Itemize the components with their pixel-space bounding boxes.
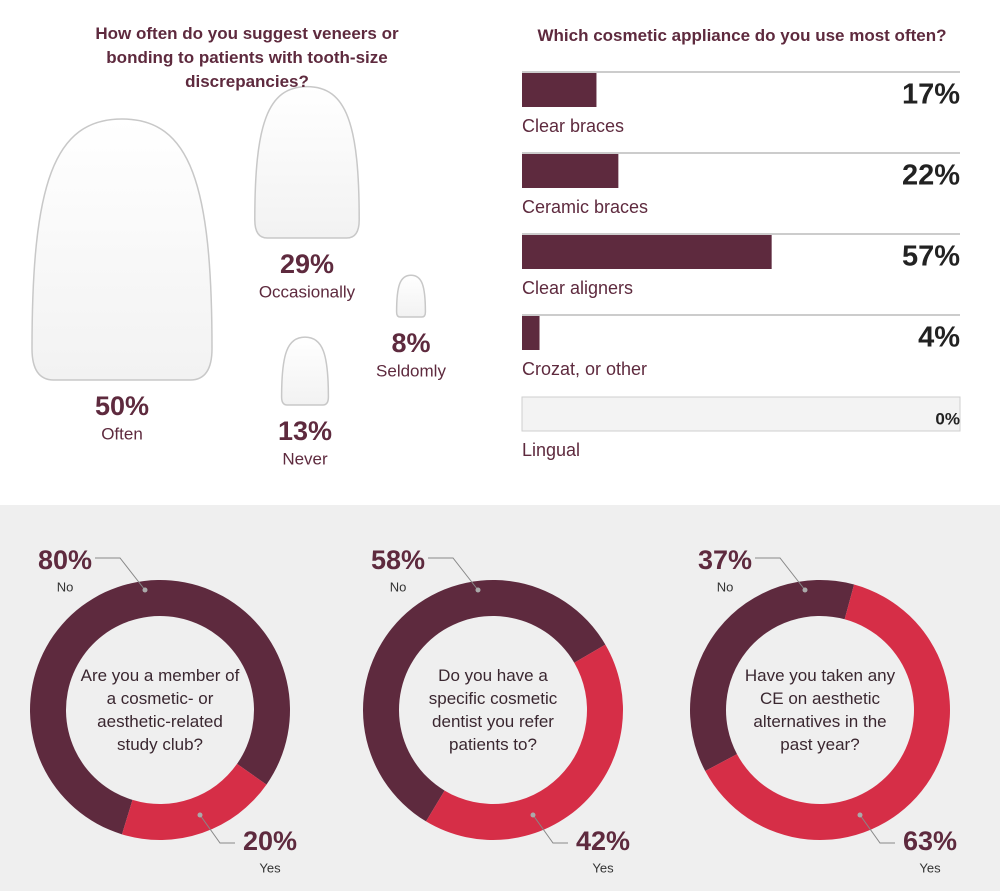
category-label: Clear braces xyxy=(522,116,624,136)
leader-line xyxy=(755,557,806,591)
leader-line xyxy=(95,557,146,591)
leader-dot xyxy=(530,812,536,818)
value-label: 37% xyxy=(698,545,752,575)
donut-segment xyxy=(426,644,624,841)
leader-line xyxy=(199,814,235,844)
leader-dot xyxy=(802,587,808,593)
category-label: Yes xyxy=(592,860,614,875)
category-label: Never xyxy=(282,449,328,468)
leader-line xyxy=(859,814,895,844)
category-label: Seldomly xyxy=(376,361,446,380)
category-label: Yes xyxy=(919,860,941,875)
category-label: Lingual xyxy=(522,440,580,460)
value-label: 50% xyxy=(95,391,149,421)
donut-segment xyxy=(689,580,855,772)
category-label: Crozat, or other xyxy=(522,359,647,379)
donut-segment xyxy=(363,580,606,822)
leader-dot xyxy=(475,587,481,593)
leader-dot xyxy=(857,812,863,818)
donut-question: Are you a member of a cosmetic- or aesth… xyxy=(80,666,240,754)
value-label: 63% xyxy=(903,826,957,856)
bar xyxy=(522,235,772,269)
bar-track xyxy=(521,396,961,432)
tooth xyxy=(280,336,330,406)
leader-line xyxy=(428,557,479,591)
category-label: Clear aligners xyxy=(522,278,633,298)
leader-dot xyxy=(197,812,203,818)
category-label: No xyxy=(717,579,734,594)
donut-question: Have you taken any CE on aesthetic alter… xyxy=(744,666,896,754)
donut-segment xyxy=(121,763,267,840)
category-label: Yes xyxy=(259,860,281,875)
value-label: 57% xyxy=(902,241,960,273)
leader-line xyxy=(532,814,568,844)
value-label: 4% xyxy=(918,322,960,354)
category-label: Occasionally xyxy=(259,282,356,301)
value-label: 58% xyxy=(371,545,425,575)
value-label: 0% xyxy=(935,409,960,428)
value-label: 20% xyxy=(243,826,297,856)
bar xyxy=(522,73,597,107)
value-label: 8% xyxy=(391,328,430,358)
tooth xyxy=(254,85,360,239)
category-label: No xyxy=(57,579,74,594)
bar xyxy=(522,316,540,350)
chart-title: How often do you suggest veneers or bond… xyxy=(95,24,399,91)
leader-dot xyxy=(142,587,148,593)
category-label: No xyxy=(390,579,407,594)
donut-segment xyxy=(705,584,950,841)
value-label: 13% xyxy=(278,416,332,446)
bar xyxy=(522,154,619,188)
value-label: 22% xyxy=(902,160,960,192)
donut-question: Do you have a specific cosmetic dentist … xyxy=(428,666,558,754)
value-label: 42% xyxy=(576,826,630,856)
category-label: Ceramic braces xyxy=(522,197,648,217)
chart-title: Which cosmetic appliance do you use most… xyxy=(537,26,947,45)
tooth xyxy=(31,118,213,381)
value-label: 80% xyxy=(38,545,92,575)
category-label: Often xyxy=(101,424,143,443)
value-label: 29% xyxy=(280,249,334,279)
value-label: 17% xyxy=(902,79,960,111)
tooth xyxy=(395,274,427,318)
